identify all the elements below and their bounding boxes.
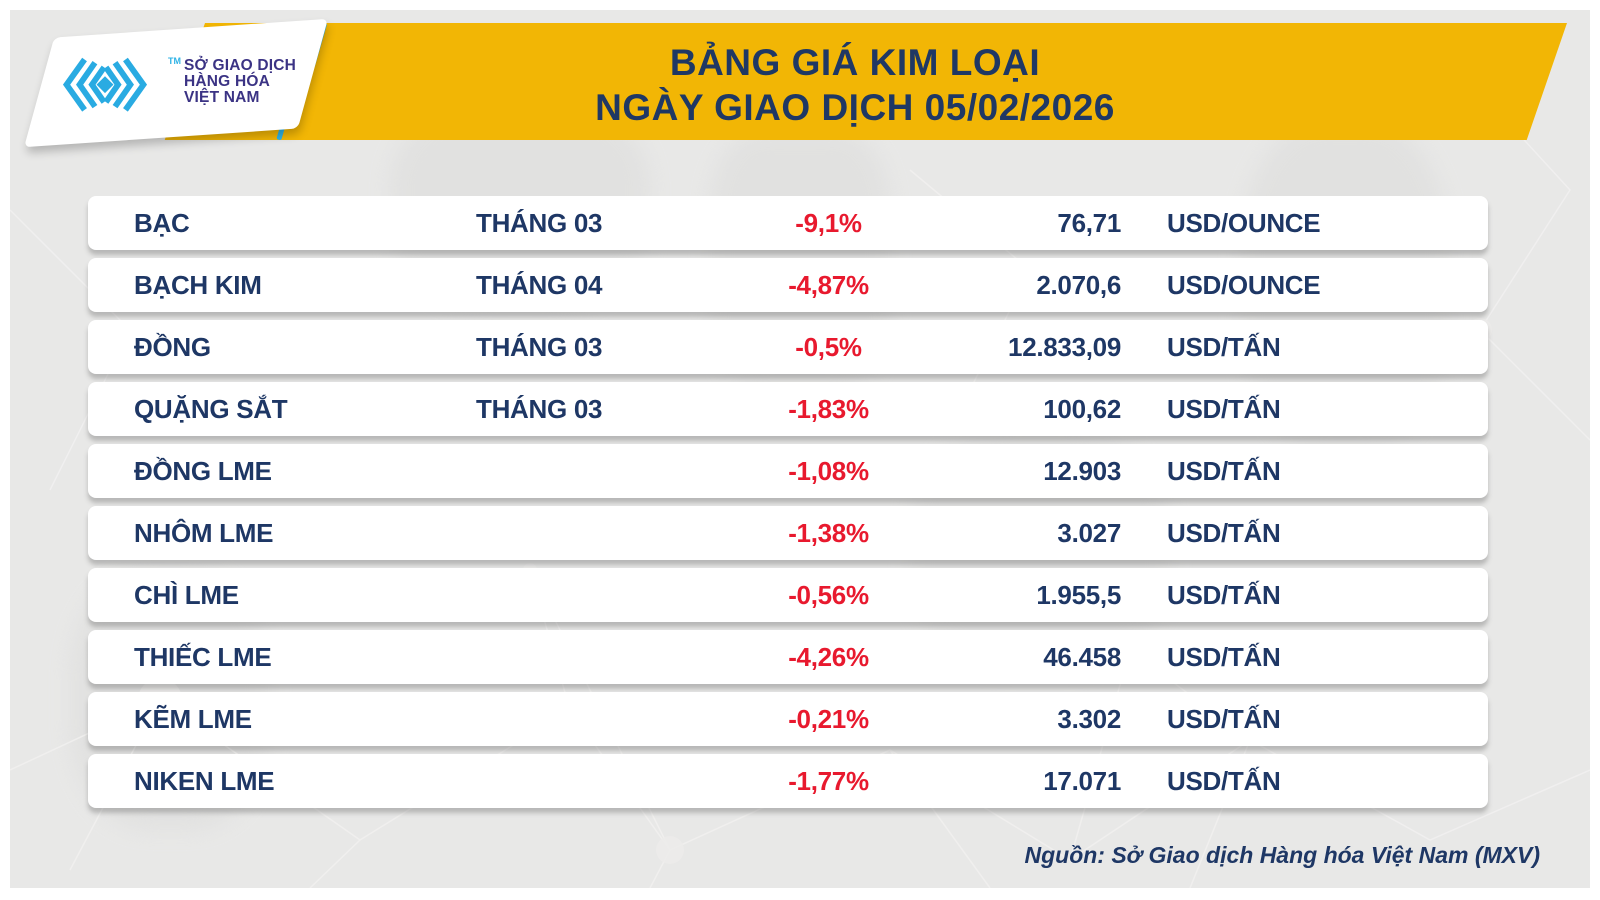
- change-percent: -1,83%: [788, 393, 869, 424]
- change-percent: -9,1%: [795, 207, 862, 238]
- price-value: 100,62: [1043, 393, 1121, 424]
- change-percent: -4,26%: [788, 641, 869, 672]
- table-row: CHÌ LME -0,56% 1.955,5 USD/TẤN: [88, 568, 1488, 622]
- commodity-name: CHÌ LME: [134, 579, 239, 610]
- price-value: 3.027: [1057, 517, 1121, 548]
- price-unit: USD/TẤN: [1167, 641, 1281, 672]
- price-unit: USD/TẤN: [1167, 517, 1281, 548]
- price-value: 46.458: [1043, 641, 1121, 672]
- change-percent: -0,5%: [795, 331, 862, 362]
- contract-month: THÁNG 03: [476, 393, 603, 424]
- source-note: Nguồn: Sở Giao dịch Hàng hóa Việt Nam (M…: [1024, 842, 1540, 868]
- price-value: 76,71: [1057, 207, 1121, 238]
- commodity-name: ĐỒNG: [134, 331, 211, 362]
- change-percent: -1,77%: [788, 765, 869, 796]
- contract-month: THÁNG 03: [476, 331, 603, 362]
- title-line-1: BẢNG GIÁ KIM LOẠI: [669, 42, 1041, 83]
- trademark-symbol: TM: [168, 56, 181, 66]
- commodity-name: QUẶNG SẮT: [134, 393, 288, 424]
- commodity-name: BẠC: [134, 207, 190, 238]
- change-percent: -0,21%: [788, 703, 869, 734]
- price-value: 17.071: [1043, 765, 1121, 796]
- price-unit: USD/TẤN: [1167, 579, 1281, 610]
- change-percent: -4,87%: [788, 269, 869, 300]
- commodity-name: NIKEN LME: [134, 765, 275, 796]
- change-percent: -1,08%: [788, 455, 869, 486]
- change-percent: -1,38%: [788, 517, 869, 548]
- table-row: KẼM LME -0,21% 3.302 USD/TẤN: [88, 692, 1488, 746]
- change-percent: -0,56%: [788, 579, 869, 610]
- price-value: 12.833,09: [1008, 331, 1121, 362]
- logo-org-line: VIỆT NAM: [184, 89, 260, 106]
- table-row: ĐỒNG LME -1,08% 12.903 USD/TẤN: [88, 444, 1488, 498]
- commodity-name: NHÔM LME: [134, 517, 274, 548]
- price-value: 2.070,6: [1036, 269, 1121, 300]
- table-row: BẠC THÁNG 03 -9,1% 76,71 USD/OUNCE: [88, 196, 1488, 250]
- price-unit: USD/OUNCE: [1167, 269, 1321, 300]
- contract-month: THÁNG 04: [476, 269, 603, 300]
- contract-month: THÁNG 03: [476, 207, 603, 238]
- mxv-logo-icon: [62, 57, 148, 112]
- price-unit: USD/TẤN: [1167, 455, 1281, 486]
- price-table: BẠC THÁNG 03 -9,1% 76,71 USD/OUNCE BẠCH …: [88, 196, 1488, 816]
- logo-org-line: SỞ GIAO DỊCH: [184, 57, 297, 74]
- table-row: NHÔM LME -1,38% 3.027 USD/TẤN: [88, 506, 1488, 560]
- page-title: BẢNG GIÁ KIM LOẠI NGÀY GIAO DỊCH 05/02/2…: [210, 40, 1500, 130]
- table-row: ĐỒNG THÁNG 03 -0,5% 12.833,09 USD/TẤN: [88, 320, 1488, 374]
- commodity-name: THIẾC LME: [134, 641, 272, 672]
- table-row: BẠCH KIM THÁNG 04 -4,87% 2.070,6 USD/OUN…: [88, 258, 1488, 312]
- logo-diamond: [96, 76, 114, 94]
- table-row: THIẾC LME -4,26% 46.458 USD/TẤN: [88, 630, 1488, 684]
- price-unit: USD/TẤN: [1167, 331, 1281, 362]
- commodity-name: KẼM LME: [134, 703, 252, 734]
- logo-org-line: HÀNG HÓA: [184, 73, 270, 90]
- price-unit: USD/TẤN: [1167, 393, 1281, 424]
- price-unit: USD/OUNCE: [1167, 207, 1321, 238]
- price-value: 1.955,5: [1036, 579, 1121, 610]
- logo-org-name: SỞ GIAO DỊCH HÀNG HÓA VIỆT NAM: [184, 58, 296, 106]
- price-value: 12.903: [1043, 455, 1121, 486]
- commodity-name: ĐỒNG LME: [134, 455, 272, 486]
- price-unit: USD/TẤN: [1167, 765, 1281, 796]
- table-row: QUẶNG SẮT THÁNG 03 -1,83% 100,62 USD/TẤN: [88, 382, 1488, 436]
- content-area: BẢNG GIÁ KIM LOẠI NGÀY GIAO DỊCH 05/02/2…: [10, 10, 1590, 888]
- title-line-2: NGÀY GIAO DỊCH 05/02/2026: [595, 87, 1115, 128]
- table-row: NIKEN LME -1,77% 17.071 USD/TẤN: [88, 754, 1488, 808]
- commodity-name: BẠCH KIM: [134, 269, 262, 300]
- price-value: 3.302: [1057, 703, 1121, 734]
- price-unit: USD/TẤN: [1167, 703, 1281, 734]
